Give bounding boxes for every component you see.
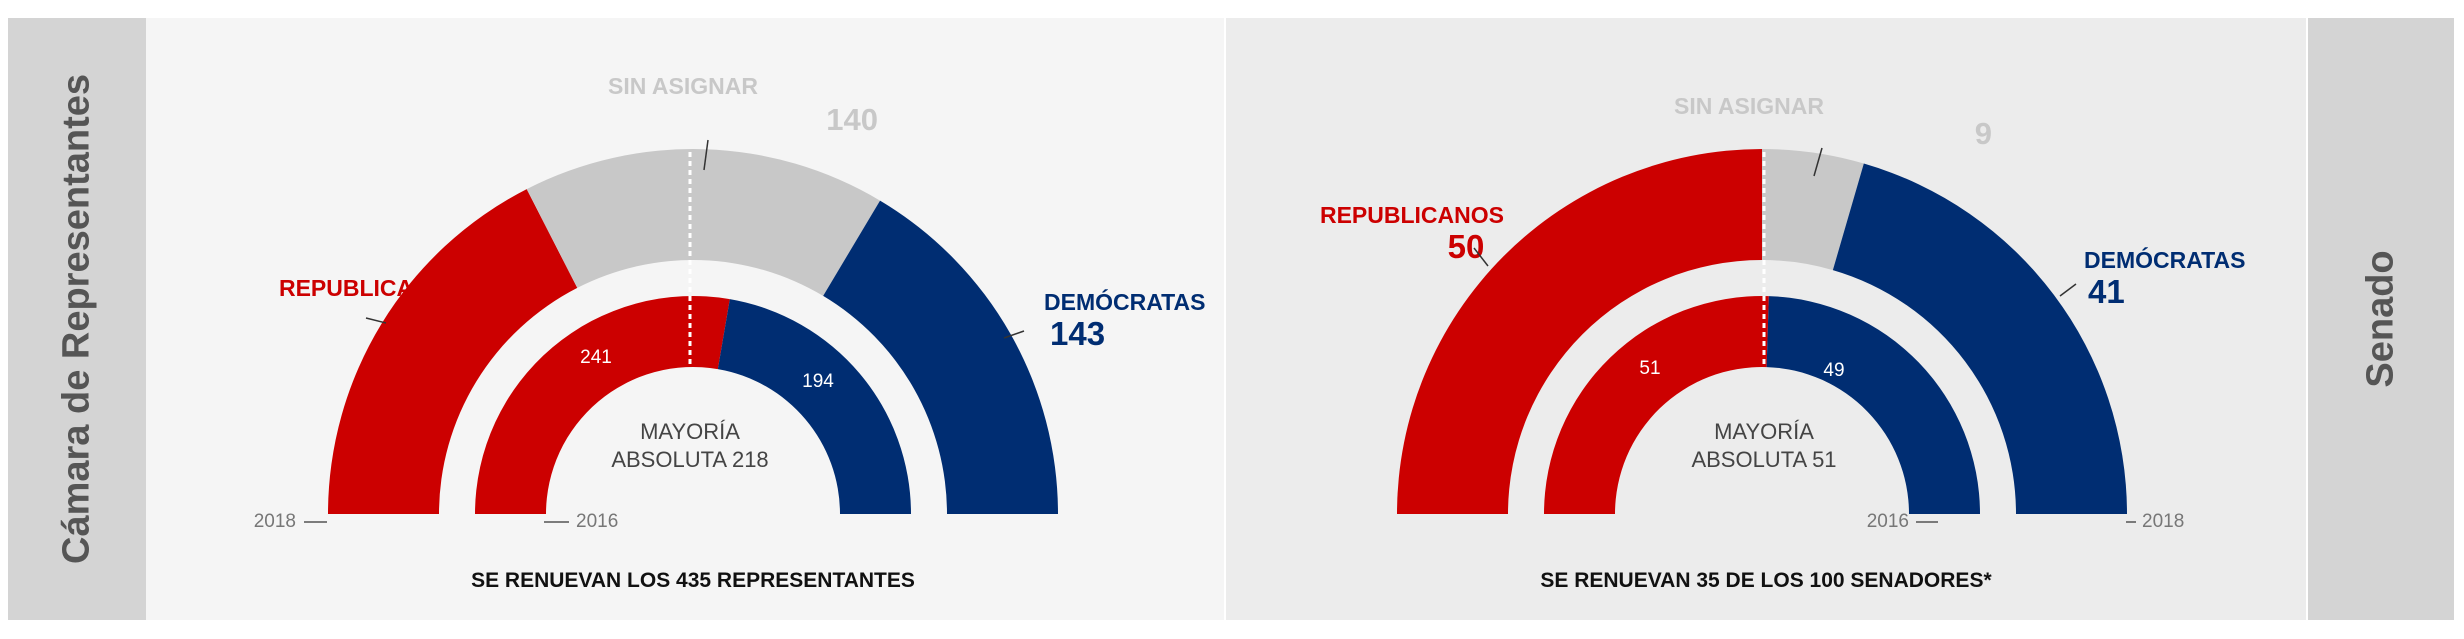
house-2018-demcratas-arc bbox=[823, 200, 1058, 515]
house-label-0-name: REPUBLICANOS bbox=[279, 275, 463, 301]
senate-label-0-leader bbox=[1473, 247, 1489, 267]
senate-side-label: Senado bbox=[2359, 250, 2402, 388]
senate-label-1-value: 9 bbox=[1975, 116, 1992, 151]
house-majority-line1: MAYORÍA bbox=[640, 419, 740, 444]
house-side-label: Cámara de Representantes bbox=[55, 74, 98, 564]
house-inner-value-1: 194 bbox=[802, 371, 834, 392]
house-inner-value-0: 241 bbox=[580, 347, 612, 368]
senate-panel: REPUBLICANOS 50 SIN ASIGNAR 9 DEMÓCRATAS 41 51… bbox=[1226, 18, 2306, 620]
house-label-2-leader bbox=[1003, 330, 1025, 339]
house-label-1-name: SIN ASIGNAR bbox=[608, 73, 758, 99]
senate-label-0-name: REPUBLICANOS bbox=[1320, 202, 1504, 228]
senate-side-tab: Senado bbox=[2308, 18, 2454, 620]
house-label-2-value: 143 bbox=[1050, 315, 1105, 352]
senate-label-0-value: 50 bbox=[1448, 228, 1485, 265]
senate-2016-demcratas-arc bbox=[1766, 296, 1980, 514]
house-label-2-name: DEMÓCRATAS bbox=[1044, 288, 1205, 315]
senate-label-1-name: SIN ASIGNAR bbox=[1674, 93, 1824, 119]
house-panel: REPUBLICANOS 152 SIN ASIGNAR 140 DEMÓCRATAS 1… bbox=[146, 18, 1224, 620]
house-majority-line2: ABSOLUTA 218 bbox=[611, 447, 768, 472]
house-label-0-value: 152 bbox=[403, 302, 458, 339]
house-outer-year: 2018 bbox=[254, 511, 296, 532]
senate-2016-republicanos-arc bbox=[1544, 296, 1769, 514]
house-footer: SE RENUEVAN LOS 435 REPRESENTANTES bbox=[471, 569, 915, 592]
house-label-1-value: 140 bbox=[826, 102, 878, 137]
senate-inner-value-0: 51 bbox=[1639, 358, 1660, 379]
house-side-tab: Cámara de Representantes bbox=[8, 18, 146, 620]
house-label-1-leader bbox=[703, 139, 709, 171]
senate-label-2-leader bbox=[2059, 283, 2077, 297]
house-inner-year: 2016 bbox=[576, 511, 618, 532]
senate-footer: SE RENUEVAN 35 DE LOS 100 SENADORES* bbox=[1540, 569, 1992, 592]
house-2018-sinasignar-arc bbox=[526, 149, 881, 296]
house-2018-republicanos-arc bbox=[328, 189, 578, 514]
senate-majority-line1: MAYORÍA bbox=[1714, 419, 1814, 444]
senate-inner-year: 2016 bbox=[1867, 511, 1909, 532]
senate-inner-value-1: 49 bbox=[1823, 360, 1844, 381]
senate-2018-demcratas-arc bbox=[1832, 163, 2127, 514]
senate-label-2-value: 41 bbox=[2088, 273, 2125, 310]
senate-outer-year: 2018 bbox=[2142, 511, 2184, 532]
senate-majority-line2: ABSOLUTA 51 bbox=[1691, 447, 1836, 472]
senate-label-1-leader bbox=[1813, 147, 1823, 177]
senate-2018-republicanos-arc bbox=[1397, 149, 1762, 514]
senate-2018-sinasignar-arc bbox=[1762, 149, 1864, 271]
house-label-0-leader bbox=[365, 317, 387, 324]
house-2016-demcratas-arc bbox=[717, 299, 911, 514]
house-2016-republicanos-arc bbox=[475, 295, 730, 514]
senate-label-2-name: DEMÓCRATAS bbox=[2084, 246, 2245, 273]
